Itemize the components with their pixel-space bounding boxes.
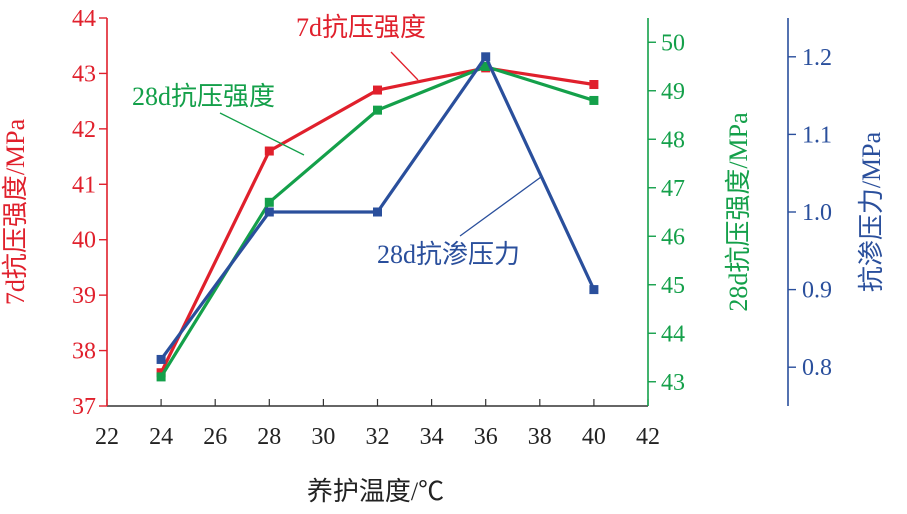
series-2-leader-line [219,112,305,156]
right1-y-tick-label: 47 [661,176,685,202]
series-3-point [156,354,166,364]
x-tick-label: 26 [203,424,227,450]
x-tick-label: 36 [474,424,498,450]
right1-y-tick-label: 49 [661,79,685,105]
left-y-tick-label: 37 [72,394,96,420]
series-2-point [481,62,491,71]
x-tick-label: 34 [420,424,444,450]
right2-y-axis-title: 抗渗压力/MPa [857,131,886,292]
series-1-annotation: 7d抗压强度 [296,13,426,42]
series-3-annotation: 28d抗渗压力 [377,240,520,269]
right1-y-tick-label: 46 [661,224,685,250]
right2-y-tick-label: 1.1 [802,122,832,148]
series-3-point [481,52,491,62]
left-y-tick-label: 39 [72,283,96,309]
right1-y-tick-label: 48 [661,127,685,153]
series-1-point [589,80,599,90]
series-2-point [264,197,274,207]
left-y-tick-label: 43 [72,61,96,87]
series-1-point [264,146,274,156]
x-tick-label: 38 [528,424,552,450]
x-axis-title: 养护温度/℃ [307,477,444,506]
series-3 [156,52,599,364]
series-group [156,52,599,382]
series-2-point [589,95,599,105]
series-3-point [373,207,382,217]
right1-y-tick-label: 50 [661,30,685,56]
left-y-tick-label: 42 [72,117,96,143]
right1-y-tick-label: 43 [661,370,685,396]
left-y-tick-label: 38 [72,339,96,365]
series-2-annotation: 28d抗压强度 [132,82,275,111]
right2-y-tick-label: 0.8 [802,355,832,381]
axes: 22 24 26 28 30 32 34 36 38 40 42 养护温度/℃ 37 38 39 40 41 42… [1,6,886,506]
x-tick-label: 24 [149,424,173,450]
right1-y-tick-label: 44 [661,321,685,347]
series-1-leader-line [390,51,419,81]
x-tick-label: 42 [636,424,660,450]
x-tick-label: 40 [582,424,606,450]
right1-y-tick-label: 45 [661,273,685,299]
series-3-point [264,207,274,217]
left-y-tick-label: 44 [72,6,96,32]
right2-y-tick-label: 1.0 [802,200,832,226]
right1-y-axis-title: 28d抗压强度/MPa [724,112,753,312]
x-tick-label: 22 [95,424,119,450]
x-tick-label: 32 [366,424,390,450]
series-1-point [373,85,382,95]
series-3-point [589,285,599,295]
left-y-axis-title: 7d抗压强度/MPa [1,118,30,305]
annotations: 7d抗压强度 28d抗压强度 28d抗渗压力 [132,13,542,269]
right2-y-tick-label: 1.2 [802,45,832,71]
right2-y-tick-label: 0.9 [802,278,832,304]
left-y-tick-label: 40 [72,228,96,254]
series-2-point [156,372,166,382]
x-tick-label: 28 [257,424,281,450]
series-3-leader-line [459,176,542,237]
x-tick-label: 30 [311,424,335,450]
left-y-tick-label: 41 [72,172,96,198]
series-2-point [373,105,382,115]
